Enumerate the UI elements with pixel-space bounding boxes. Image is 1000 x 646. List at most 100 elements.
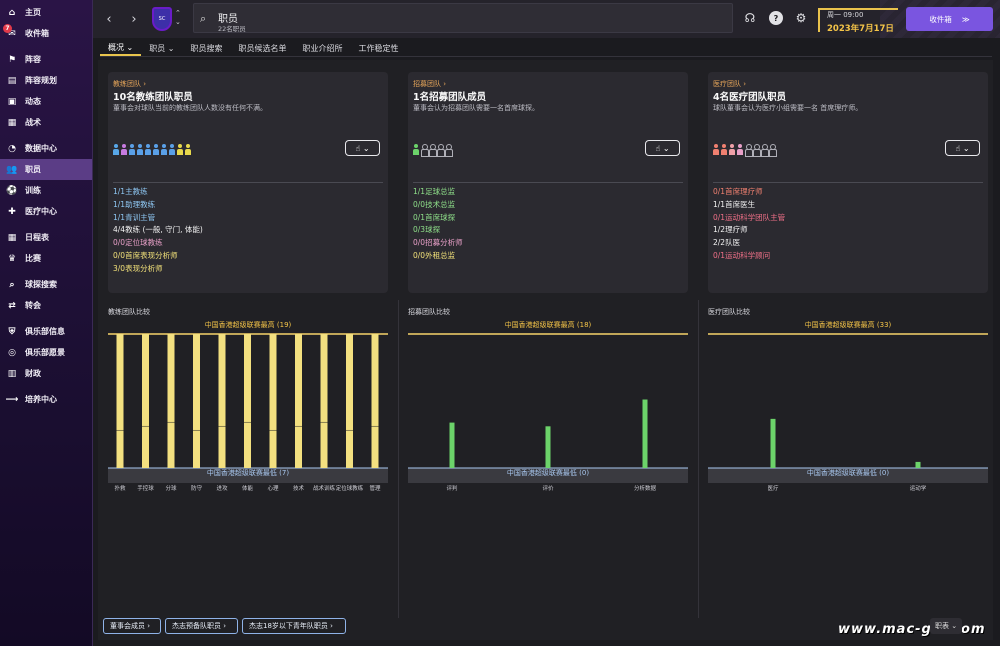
role-count[interactable]: 0/0外租总监	[413, 250, 456, 260]
squad-planner-icon: ▤	[7, 75, 17, 86]
tab-2[interactable]: 职员搜索	[190, 43, 223, 53]
role-count[interactable]: 0/1首席球探	[413, 212, 456, 222]
sidebar-item-label: 俱乐部信息	[25, 327, 65, 336]
role-count[interactable]: 0/0技术总监	[413, 199, 456, 209]
back-arrow-icon[interactable]: ‹	[106, 11, 112, 27]
bar-1[interactable]	[142, 334, 149, 468]
group-heading: 4名医疗团队职员	[713, 92, 787, 103]
league-min-label: 中国香港超级联赛最低 (7)	[206, 469, 290, 477]
role-count[interactable]: 4/4教练 (一般, 守门, 体能)	[113, 225, 203, 235]
group-link[interactable]: 招募团队 ›	[413, 80, 447, 88]
sidebar-item-11[interactable]: ♛ 比赛	[0, 248, 92, 269]
empty-person-icon	[769, 144, 777, 157]
gear-icon[interactable]: ⚙	[795, 11, 807, 25]
tab-4[interactable]: 职业介绍所	[302, 43, 343, 53]
role-count[interactable]: 1/1青训主管	[113, 212, 156, 222]
tab-0[interactable]: 概况 ⌄	[100, 40, 142, 56]
sidebar-item-label: 转会	[25, 301, 41, 310]
chart-svg	[708, 333, 988, 483]
x-axis-labels: 医疗 运动学	[708, 484, 988, 494]
trophy-icon: ♛	[7, 253, 17, 264]
inbox-continue-button[interactable]: 收件箱 ≫	[906, 7, 993, 31]
bar-8[interactable]	[320, 334, 328, 468]
tab-1[interactable]: 职员 ⌄	[149, 43, 175, 53]
bar-1[interactable]	[545, 426, 551, 468]
hire-dropdown-button[interactable]: ☝ ⌄	[645, 140, 680, 156]
sidebar-item-15[interactable]: ◎ 俱乐部愿景	[0, 342, 92, 363]
sidebar-item-9[interactable]: ✚ 医疗中心	[0, 201, 92, 222]
bar-5[interactable]	[244, 334, 251, 468]
brain-icon[interactable]: ☊	[744, 11, 756, 25]
role-count[interactable]: 1/1首席医生	[713, 199, 756, 209]
club-switch-arrows-icon[interactable]: ⌃ ⌄	[175, 9, 181, 26]
sidebar-item-1[interactable]: ✉ 7 收件箱	[0, 23, 92, 44]
tab-3[interactable]: 职员候选名单	[238, 43, 287, 53]
sidebar-item-10[interactable]: ▦ 日程表	[0, 227, 92, 248]
sidebar-item-13[interactable]: ⇄ 转会	[0, 295, 92, 316]
role-count[interactable]: 0/0定位球教练	[113, 238, 163, 248]
bar-2[interactable]	[167, 334, 175, 468]
bar-7[interactable]	[295, 334, 302, 468]
sidebar-item-2[interactable]: ⚑ 阵容	[0, 49, 92, 70]
role-count[interactable]: 3/0表现分析师	[113, 263, 163, 273]
sidebar-item-7[interactable]: 👥 职员	[0, 159, 92, 180]
divider	[713, 182, 983, 183]
bar-0[interactable]	[116, 334, 124, 468]
bar-1[interactable]	[915, 461, 921, 468]
tab-bar: 概况 ⌄ 职员 ⌄ 职员搜索 职员候选名单 职业介绍所 工作稳定性	[100, 40, 992, 57]
role-count[interactable]: 1/2理疗师	[713, 225, 748, 235]
divider	[113, 182, 383, 183]
role-count[interactable]: 0/1运动科学顾问	[713, 250, 771, 260]
role-count[interactable]: 1/1足球总监	[413, 187, 456, 196]
bar-10[interactable]	[371, 334, 379, 468]
sidebar-item-5[interactable]: ▦ 战术	[0, 112, 92, 133]
date-display[interactable]: 周一 09:00 2023年7月17日	[818, 8, 898, 34]
search-box[interactable]: ⌕ 职员 22名职员	[193, 3, 733, 33]
bar-6[interactable]	[269, 334, 277, 468]
bar-4[interactable]	[218, 334, 226, 468]
footer-link-button-0[interactable]: 董事会成员 ›	[103, 618, 161, 634]
role-count[interactable]: 1/1助理教练	[113, 199, 156, 209]
tab-5[interactable]: 工作稳定性	[358, 43, 399, 53]
sidebar-item-12[interactable]: ⌕ 球探搜索	[0, 274, 92, 295]
role-count[interactable]: 0/3球探	[413, 225, 441, 235]
role-count[interactable]: 0/0招募分析师	[413, 238, 463, 248]
role-count[interactable]: 2/2队医	[713, 238, 741, 248]
hire-dropdown-button[interactable]: ☝ ⌄	[345, 140, 380, 156]
footer-link-button-2[interactable]: 杰志18岁以下青年队职员 ›	[242, 618, 346, 634]
hire-dropdown-button[interactable]: ☝ ⌄	[945, 140, 980, 156]
chart-svg	[108, 333, 388, 483]
sidebar-item-6[interactable]: ◔ 数据中心	[0, 138, 92, 159]
role-count[interactable]: 0/1首席理疗师	[713, 187, 763, 196]
x-tick-label: 分球	[165, 486, 177, 492]
sidebar-item-14[interactable]: ⛨ 俱乐部信息	[0, 321, 92, 342]
sidebar-item-0[interactable]: ⌂ 主页	[0, 2, 92, 23]
sidebar-item-4[interactable]: ▣ 动态	[0, 91, 92, 112]
sidebar-item-8[interactable]: ⚽ 训练	[0, 180, 92, 201]
corner-staff-button[interactable]: 职表 ⌄	[930, 618, 963, 634]
group-link[interactable]: 医疗团队 ›	[713, 80, 747, 88]
role-count[interactable]: 0/0首席表现分析师	[113, 250, 178, 260]
column-divider	[698, 300, 699, 618]
inbox-icon: ✉	[8, 28, 16, 39]
x-tick-label: 管理	[369, 486, 381, 492]
role-count[interactable]: 1/1主教练	[113, 187, 148, 196]
bar-2[interactable]	[642, 399, 648, 468]
role-count[interactable]: 0/1运动科学团队主管	[713, 212, 786, 222]
help-icon[interactable]: ?	[769, 11, 783, 25]
sidebar-item-16[interactable]: ▥ 财政	[0, 363, 92, 384]
bar-3[interactable]	[193, 334, 200, 468]
bar-0[interactable]	[449, 422, 455, 468]
forward-arrow-icon[interactable]: ›	[131, 11, 137, 27]
bar-9[interactable]	[346, 334, 353, 468]
chart-svg	[408, 333, 688, 483]
club-crest-icon[interactable]: SC	[152, 7, 172, 31]
sidebar-item-3[interactable]: ▤ 阵容规划	[0, 70, 92, 91]
group-link[interactable]: 教练团队 ›	[113, 80, 147, 88]
bar-0[interactable]	[770, 418, 776, 468]
x-axis-labels: 扑救 手控球 分球 防守 进攻 体能 心理 技术 战术训练 定位球教练 管理	[108, 484, 388, 494]
x-tick-label: 战术训练	[312, 486, 336, 492]
sidebar-item-17[interactable]: ⟶ 培养中心	[0, 389, 92, 410]
dynamics-icon: ▣	[7, 96, 17, 107]
footer-link-button-1[interactable]: 杰志预备队职员 ›	[165, 618, 238, 634]
